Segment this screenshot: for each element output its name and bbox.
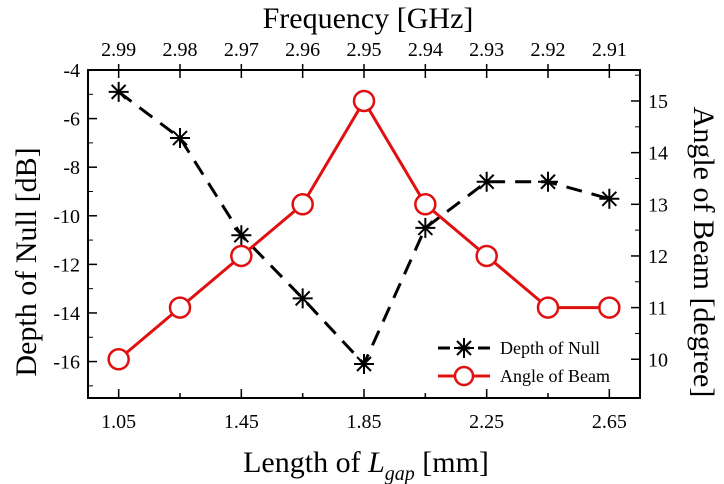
data-point-depth-of-null <box>415 217 436 238</box>
data-point-depth-of-null <box>354 353 374 374</box>
asterisk-stroke <box>456 340 472 356</box>
data-point-angle-of-beam <box>291 193 314 216</box>
asterisk-stroke <box>540 174 556 190</box>
right-tick-label: 11 <box>648 298 667 320</box>
top-tick-label: 2.99 <box>101 39 136 61</box>
asterisk-stroke <box>356 356 372 372</box>
right-tick-label: 14 <box>648 143 668 165</box>
data-point-angle-of-beam <box>414 193 437 216</box>
asterisk-stroke <box>417 220 434 236</box>
data-point-depth-of-null <box>538 171 558 192</box>
legend-marker-asterisk <box>454 338 474 358</box>
series-line-depth-of-null <box>117 90 610 367</box>
legend-label-angle-of-beam: Angle of Beam <box>500 366 610 386</box>
bottom-axis-title: Length of Lgap [mm] <box>243 446 489 484</box>
xlabel-subscript: gap <box>385 463 415 484</box>
asterisk-stroke <box>601 191 618 207</box>
data-point-angle-of-beam <box>107 348 130 371</box>
data-point-depth-of-null <box>476 171 497 192</box>
legend-label-depth-of-null: Depth of Null <box>500 338 600 358</box>
top-tick-label: 2.95 <box>347 39 382 61</box>
right-tick-label: 15 <box>648 91 668 113</box>
left-tick-label: -10 <box>53 206 80 228</box>
bottom-tick-label: 1.05 <box>101 411 136 433</box>
top-tick-label: 2.98 <box>163 39 198 61</box>
left-axis-title: Depth of Null [dB] <box>10 147 43 376</box>
legend-asterisk <box>454 338 474 358</box>
top-axis-title: Frequency [GHz] <box>263 2 474 35</box>
legend-marker-open-circle <box>453 365 475 387</box>
data-point-angle-of-beam <box>352 89 376 113</box>
asterisk-stroke <box>478 174 495 190</box>
data-point-angle-of-beam <box>475 244 498 268</box>
data-point-angle-of-beam <box>536 296 560 319</box>
bottom-tick-label: 2.25 <box>469 411 504 433</box>
data-point-angle-of-beam <box>168 296 192 319</box>
top-tick-label: 2.91 <box>592 39 627 61</box>
left-tick-label: -14 <box>53 303 80 325</box>
data-point-depth-of-null <box>108 81 129 102</box>
right-tick-label: 13 <box>648 194 668 216</box>
bottom-tick-label: 1.45 <box>224 411 259 433</box>
data-point-depth-of-null <box>599 188 620 209</box>
ticks-layer: 1.05 1.45 1.85 2.25 2.65 2.99 2.98 2.97 2.96 2.95… <box>53 39 668 433</box>
xlabel-prefix: Length of <box>243 446 368 479</box>
asterisk-stroke <box>294 290 311 307</box>
asterisk-stroke <box>110 84 127 100</box>
top-tick-label: 2.97 <box>224 39 259 61</box>
top-tick-label: 2.96 <box>285 39 320 61</box>
top-tick-label: 2.92 <box>531 39 566 61</box>
data-point-depth-of-null <box>170 128 190 149</box>
asterisk-stroke <box>233 227 250 243</box>
top-tick-label: 2.93 <box>469 39 504 61</box>
top-tick-label: 2.94 <box>408 39 443 61</box>
right-tick-label: 12 <box>648 246 668 268</box>
left-tick-label: -12 <box>53 254 80 276</box>
data-point-depth-of-null <box>292 288 313 309</box>
left-tick-label: -4 <box>63 60 80 82</box>
left-tick-label: -6 <box>63 109 80 131</box>
data-point-depth-of-null <box>231 225 252 246</box>
left-tick-label: -8 <box>63 157 80 179</box>
data-point-angle-of-beam <box>230 244 253 268</box>
right-axis-title: Angle of Beam [degree] <box>687 107 720 398</box>
right-tick-label: 10 <box>648 349 668 371</box>
xlabel-variable: L <box>367 446 385 479</box>
xlabel-suffix: [mm] <box>415 446 489 479</box>
legend: Depth of Null Angle of Beam <box>438 338 610 387</box>
series-layer <box>107 81 621 374</box>
bottom-tick-label: 2.65 <box>592 411 627 433</box>
data-point-angle-of-beam <box>598 296 621 319</box>
bottom-tick-label: 1.85 <box>347 411 382 433</box>
left-tick-label: -16 <box>53 352 80 374</box>
series-line-angle-of-beam <box>117 98 610 361</box>
asterisk-stroke <box>172 130 188 146</box>
